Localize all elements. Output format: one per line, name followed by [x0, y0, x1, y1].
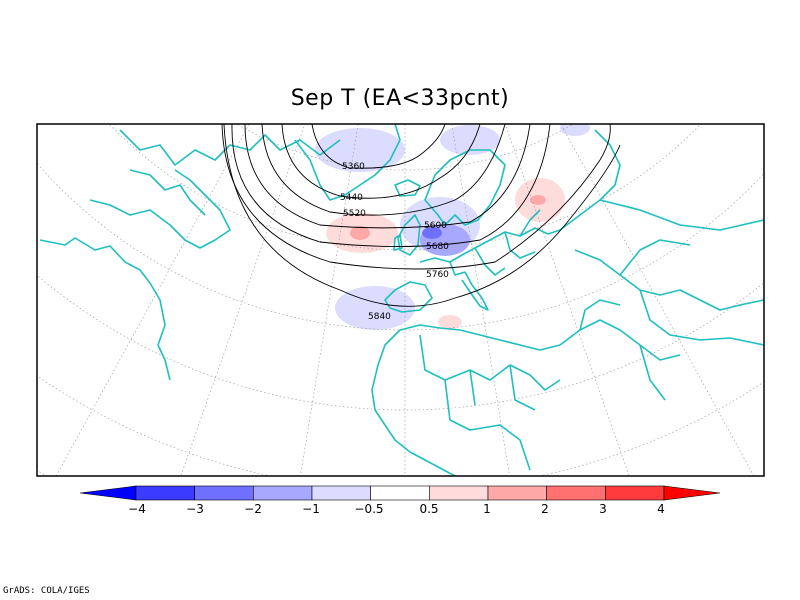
contour-label-5520: 5520: [343, 209, 366, 219]
colorbar-box: [370, 485, 430, 501]
colorbar-tick: −0.5: [354, 502, 383, 516]
russia: [559, 129, 764, 311]
colorbar-tick: −4: [128, 502, 146, 516]
contour-label-5360: 5360: [342, 162, 365, 172]
colorbar-tick: 2: [541, 502, 549, 516]
contour-label-5760: 5760: [426, 270, 449, 280]
colorbar-arrow-low: [79, 485, 137, 501]
coastlines: [39, 124, 764, 476]
neg-anomaly-north: [440, 125, 500, 155]
colorbar-arrow-high: [663, 485, 721, 501]
colorbar-box: [487, 485, 547, 501]
anomaly-shading: [315, 124, 590, 330]
map-frame: [36, 123, 765, 477]
credit-text: GrADS: COLA/IGES: [3, 586, 90, 596]
europe-coast: [419, 227, 561, 263]
colorbar-box: [311, 485, 371, 501]
colorbar-tick: −3: [186, 502, 204, 516]
contour-label-5840: 5840: [368, 312, 391, 322]
contour-5440: [281, 124, 481, 199]
iberia: [384, 281, 433, 313]
arctic-islands: [119, 129, 341, 166]
contour-5840: [223, 124, 621, 307]
pos-anomaly-atlantic-core: [350, 226, 370, 240]
italy: [461, 271, 489, 311]
canada-arctic: [89, 169, 231, 249]
colorbar-tick: 3: [599, 502, 607, 516]
pos-anomaly-russia-core: [530, 195, 546, 205]
contour-5360: [311, 124, 446, 169]
colorbar-tick: 4: [657, 502, 665, 516]
mediterranean-south: [399, 324, 561, 351]
greenland: [294, 124, 401, 201]
europe-borders: [449, 209, 541, 276]
colorbar-box: [429, 485, 489, 501]
colorbar-tick: −2: [244, 502, 262, 516]
middle-east: [559, 299, 681, 401]
hudson-region: [129, 169, 206, 216]
contour-label-5600: 5600: [424, 221, 447, 231]
contour-label-5440: 5440: [340, 193, 363, 203]
africa-west: [371, 329, 456, 476]
neg-anomaly-azores: [335, 286, 415, 330]
uk: [397, 214, 421, 256]
height-contours: [221, 124, 621, 307]
colorbar-tick: 0.5: [419, 502, 438, 516]
colorbar-box: [253, 485, 313, 501]
map-title: Sep T (EA<33pcnt): [290, 86, 510, 111]
north-america-coast: [39, 237, 171, 381]
colorbar-box: [135, 485, 195, 501]
colorbar-tick: 1: [483, 502, 491, 516]
colorbar-box: [605, 485, 665, 501]
contour-5520: [261, 124, 506, 216]
contour-label-5680: 5680: [426, 242, 449, 252]
asia-interior: [599, 199, 764, 346]
scandinavia: [424, 149, 506, 226]
neg-anomaly-iceland: [315, 128, 405, 172]
colorbar-box: [546, 485, 606, 501]
pos-anomaly-sahara: [438, 315, 462, 329]
neg-anomaly-baltic: [422, 227, 442, 239]
colorbar-box: [194, 485, 254, 501]
contour-5760: [221, 124, 611, 270]
iceland: [394, 179, 421, 197]
contour-labels: 5360 5440 5520 5600 5680 5760 5840: [340, 162, 449, 322]
colorbar-boxes: [79, 485, 721, 501]
contour-5600: [244, 124, 531, 229]
ireland: [393, 234, 403, 251]
colorbar-tick: −1: [302, 502, 320, 516]
contour-5680: [231, 124, 551, 247]
africa-borders: [419, 334, 561, 471]
colorbar-ticks: −4 −3 −2 −1 −0.5 0.5 1 2 3 4: [128, 502, 665, 516]
